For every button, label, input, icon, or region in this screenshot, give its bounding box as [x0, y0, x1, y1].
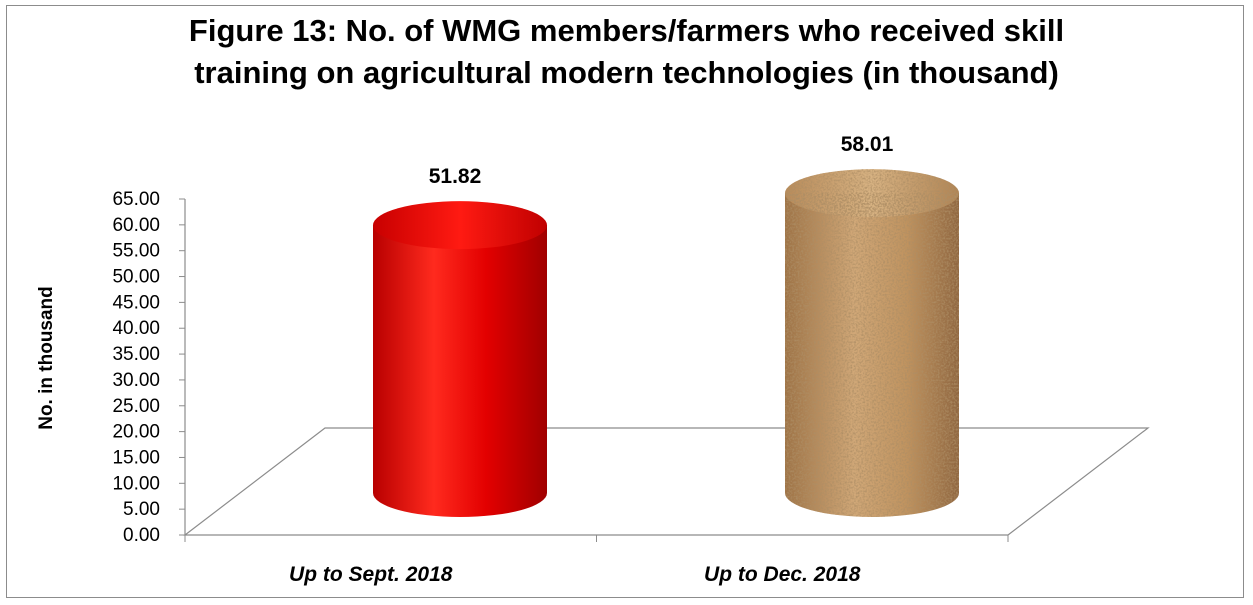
bar-top — [373, 201, 547, 250]
y-tick-label: 60.00 — [112, 215, 160, 236]
chart-title-line-1: Figure 13: No. of WMG members/farmers wh… — [188, 13, 1065, 48]
data-label: 58.01 — [841, 133, 894, 156]
bar-2 — [785, 169, 959, 517]
bar-top-texture — [785, 169, 959, 218]
x-tick-label: Up to Sept. 2018 — [289, 563, 453, 586]
y-tick-label: 50.00 — [112, 267, 160, 288]
bar-1 — [373, 201, 547, 517]
y-tick-label: 45.00 — [112, 292, 160, 313]
chart-frame — [6, 5, 1244, 598]
chart-floor — [183, 427, 1150, 536]
y-tick-label: 40.00 — [112, 318, 160, 339]
y-tick-label: 65.00 — [112, 189, 160, 210]
y-tick-label: 10.00 — [112, 473, 160, 494]
y-tick-label: 20.00 — [112, 422, 160, 443]
bar-texture — [785, 193, 959, 517]
x-tick-label: Up to Dec. 2018 — [704, 563, 861, 586]
y-tick-label: 5.00 — [123, 499, 160, 520]
chart-title: Figure 13: No. of WMG members/farmers wh… — [0, 10, 1253, 94]
y-tick-label: 0.00 — [123, 525, 160, 546]
chart-title-line-2: training on agricultural modern technolo… — [194, 55, 1059, 90]
y-tick-label: 25.00 — [112, 396, 160, 417]
y-tick-label: 30.00 — [112, 370, 160, 391]
bar-body — [373, 225, 547, 517]
y-tick-label: 55.00 — [112, 241, 160, 262]
data-label: 51.82 — [429, 165, 482, 188]
y-tick-label: 15.00 — [112, 447, 160, 468]
y-tick-label: 35.00 — [112, 344, 160, 365]
